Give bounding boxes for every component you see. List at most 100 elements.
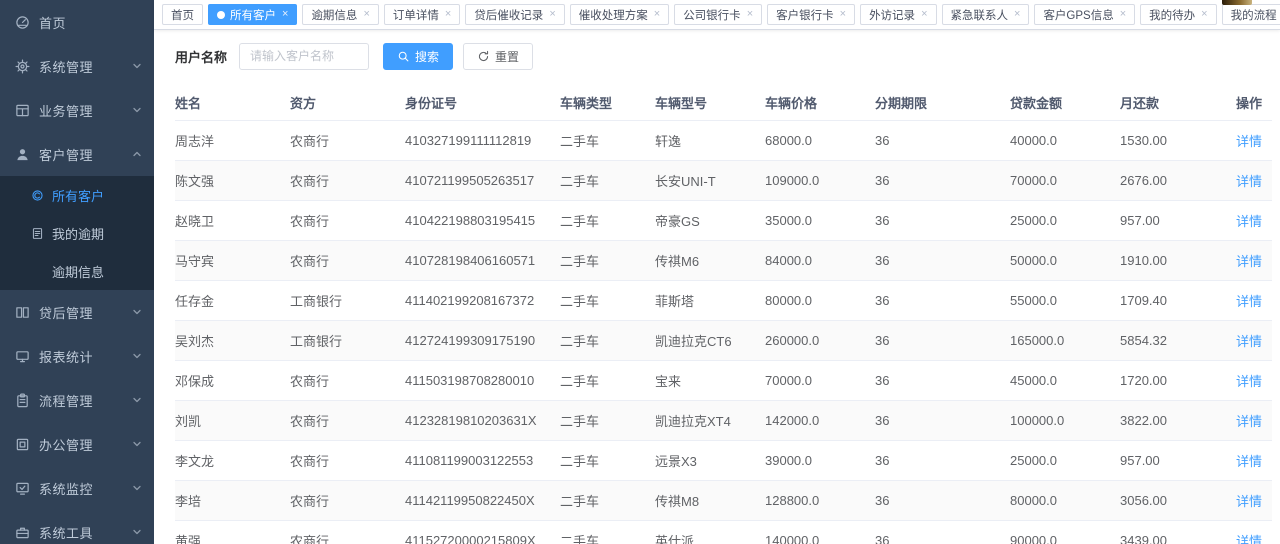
cell-monthly: 1709.40 [1120, 280, 1228, 321]
detail-link[interactable]: 详情 [1235, 414, 1262, 429]
sidebar-subitem[interactable]: 逾期信息 [0, 252, 154, 290]
detail-link[interactable]: 详情 [1235, 294, 1262, 309]
cell-periods: 36 [875, 440, 1010, 481]
chevron-down-icon [132, 395, 142, 405]
cell-periods: 36 [875, 400, 1010, 441]
cell-loan: 70000.0 [1010, 160, 1120, 201]
cell-id-number: 411402199208167372 [405, 280, 560, 321]
cell-model: 传祺M8 [655, 480, 765, 521]
detail-link[interactable]: 详情 [1235, 334, 1262, 349]
cell-vehicle-type: 二手车 [560, 480, 655, 521]
close-icon[interactable]: × [921, 8, 928, 20]
column-header: 贷款金额 [1010, 85, 1120, 121]
detail-link[interactable]: 详情 [1235, 374, 1262, 389]
cell-monthly: 1910.00 [1120, 240, 1228, 281]
close-icon[interactable]: × [839, 8, 847, 20]
tab[interactable]: 首页 [162, 4, 203, 25]
cell-funder: 农商行 [290, 240, 405, 281]
chevron-down-icon [132, 527, 142, 537]
tab[interactable]: 逾期信息 × [302, 4, 379, 25]
sidebar-item[interactable]: 流程管理 [0, 378, 154, 422]
detail-link[interactable]: 详情 [1235, 214, 1262, 229]
cell-price: 35000.0 [765, 200, 875, 241]
sidebar-item[interactable]: 系统管理 [0, 44, 154, 88]
tab[interactable]: 紧急联系人 × [941, 4, 1030, 25]
search-button[interactable]: 搜索 [383, 42, 454, 70]
sidebar-item[interactable]: 业务管理 [0, 88, 154, 132]
sidebar-item[interactable]: 贷后管理 [0, 290, 154, 334]
table-body: 周志洋 农商行 410327199111112819 二手车 轩逸 68000.… [175, 120, 1272, 544]
cell-model: 凯迪拉克XT4 [655, 400, 765, 441]
close-icon[interactable]: × [282, 8, 289, 20]
tab[interactable]: 催收处理方案 × [569, 4, 670, 25]
window-artifact [1222, 0, 1252, 5]
sidebar-item[interactable]: 系统工具 [0, 510, 154, 544]
cell-name: 刘凯 [175, 400, 290, 441]
detail-link[interactable]: 详情 [1235, 254, 1262, 269]
detail-link[interactable]: 详情 [1235, 534, 1262, 544]
sidebar-item[interactable]: 报表统计 [0, 334, 154, 378]
table-row: 刘凯 农商行 41232819810203631X 二手车 凯迪拉克XT4 14… [175, 400, 1272, 441]
cell-price: 39000.0 [765, 440, 875, 481]
column-header: 车辆型号 [655, 85, 765, 121]
close-icon[interactable]: × [363, 8, 370, 20]
sidebar-subitem[interactable]: 所有客户 [0, 176, 154, 214]
chevron-down-icon [132, 351, 142, 361]
close-icon[interactable]: × [444, 8, 452, 20]
tab[interactable]: 我的流程 × [1221, 4, 1280, 25]
sidebar-item[interactable]: 首页 [0, 0, 154, 44]
sidebar-item[interactable]: 办公管理 [0, 422, 154, 466]
detail-link[interactable]: 详情 [1235, 174, 1262, 189]
cell-loan: 25000.0 [1010, 200, 1120, 241]
tab[interactable]: 所有客户 × [208, 4, 298, 25]
detail-link[interactable]: 详情 [1235, 134, 1262, 149]
cell-model: 英仕派 [655, 520, 765, 544]
chevron-down-icon [132, 439, 142, 449]
cell-loan: 45000.0 [1010, 360, 1120, 401]
tab[interactable]: 客户GPS信息 × [1034, 4, 1136, 25]
sidebar-item-label: 流程管理 [39, 393, 94, 409]
cell-periods: 36 [875, 280, 1010, 321]
detail-link[interactable]: 详情 [1235, 454, 1262, 469]
close-icon[interactable]: × [1014, 8, 1021, 20]
cell-monthly: 1530.00 [1120, 120, 1228, 161]
sidebar-item-label: 贷后管理 [39, 305, 94, 321]
detail-link[interactable]: 详情 [1235, 494, 1262, 509]
tab[interactable]: 我的待办 × [1140, 4, 1217, 25]
sidebar: 首页 系统管理 业务管理 客户管理 所有客户 我的逾期 逾期信息 贷后管理 报表… [0, 0, 154, 544]
cell-monthly: 957.00 [1120, 200, 1228, 241]
reset-button[interactable]: 重置 [463, 42, 534, 70]
box-icon [14, 436, 30, 452]
content: 用户名称 搜索 重置 姓名资方身份证号车辆类型车辆型号车辆价格分期期限贷款金额月… [154, 30, 1280, 544]
tab[interactable]: 公司银行卡 × [674, 4, 763, 25]
tab-label: 外访记录 [869, 9, 916, 22]
cell-vehicle-type: 二手车 [560, 320, 655, 361]
cell-name: 黄强 [175, 520, 290, 544]
cell-id-number: 410721199505263517 [405, 160, 560, 201]
cell-loan: 25000.0 [1010, 440, 1120, 481]
close-icon[interactable]: × [653, 8, 661, 20]
tab-label: 我的待办 [1149, 9, 1196, 22]
sidebar-subitem[interactable]: 我的逾期 [0, 214, 154, 252]
tab[interactable]: 外访记录 × [860, 4, 937, 25]
close-icon[interactable]: × [1119, 8, 1127, 20]
cell-id-number: 41142119950822450X [405, 480, 560, 521]
cell-monthly: 5854.32 [1120, 320, 1228, 361]
cell-loan: 100000.0 [1010, 400, 1120, 441]
cell-model: 远景X3 [655, 440, 765, 481]
cell-price: 260000.0 [765, 320, 875, 361]
cell-funder: 农商行 [290, 120, 405, 161]
cell-funder: 农商行 [290, 360, 405, 401]
search-input[interactable] [239, 42, 370, 70]
close-icon[interactable]: × [746, 8, 754, 20]
tab[interactable]: 贷后催收记录 × [465, 4, 565, 25]
tab-label: 公司银行卡 [683, 9, 741, 22]
tab[interactable]: 客户银行卡 × [767, 4, 856, 25]
tab-label: 贷后催收记录 [474, 9, 544, 22]
sidebar-item-label: 客户管理 [39, 147, 94, 163]
tab[interactable]: 订单详情 × [383, 4, 461, 25]
sidebar-item[interactable]: 系统监控 [0, 466, 154, 510]
close-icon[interactable]: × [1201, 8, 1208, 20]
close-icon[interactable]: × [549, 8, 556, 20]
sidebar-item[interactable]: 客户管理 [0, 132, 154, 176]
